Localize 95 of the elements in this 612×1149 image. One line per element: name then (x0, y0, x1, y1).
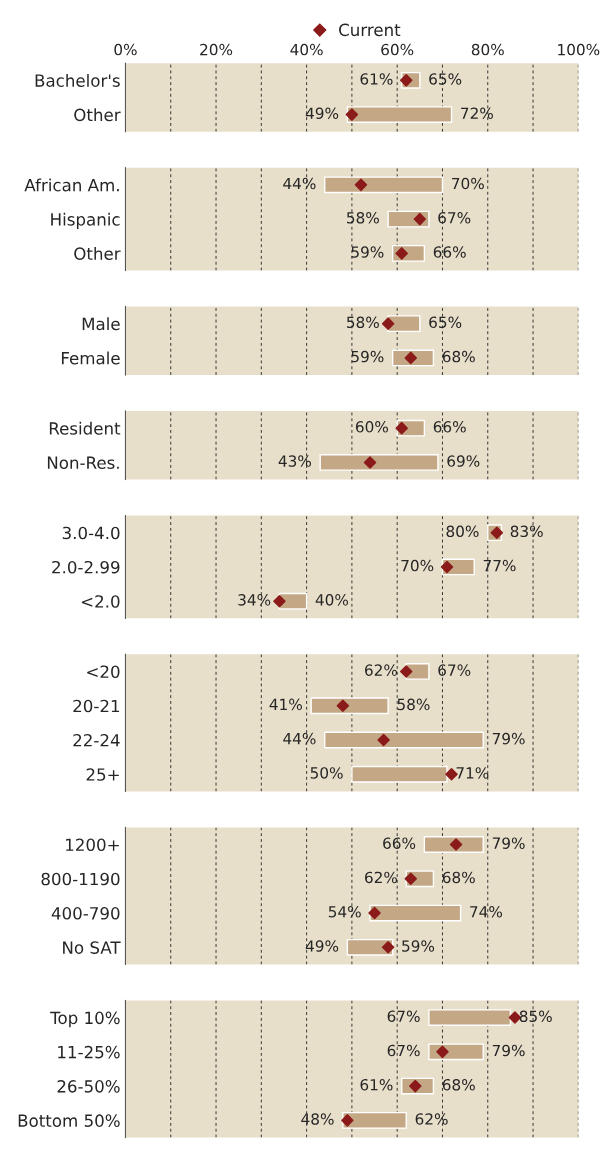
annotation: 68% (442, 350, 475, 363)
annotation: 71% (456, 767, 489, 779)
y-tick-label: Male (82, 317, 120, 331)
y-tick-label: Female (61, 351, 120, 365)
y-tick-label: African Am. (24, 178, 119, 192)
annotation: 54% (328, 905, 361, 918)
annotation: 66% (383, 837, 416, 849)
bar (351, 765, 448, 783)
annotation: 67% (387, 1010, 420, 1022)
y-tick-label: Non-Res. (47, 456, 119, 469)
annotation: 62% (365, 871, 398, 884)
annotation: 79% (492, 837, 525, 849)
y-tick-label: <20 (87, 665, 120, 679)
x-tick-label: 100% (558, 43, 600, 56)
y-tick-label: 400-790 (51, 907, 120, 920)
annotation: 40% (315, 594, 349, 606)
x-tick-label: 20% (200, 43, 233, 56)
annotation: 48% (301, 1113, 334, 1125)
annotation: 66% (433, 421, 466, 433)
annotation: 85% (519, 1010, 552, 1022)
point (341, 1114, 354, 1127)
annotation: 68% (442, 871, 475, 884)
annotation: 79% (492, 732, 525, 745)
y-tick-label: 22-24 (73, 733, 120, 747)
bar (342, 1111, 407, 1129)
annotation: 58% (397, 698, 430, 711)
y-tick-label: Other (74, 247, 121, 260)
annotation: 41% (269, 698, 302, 711)
point (336, 699, 350, 712)
point (404, 872, 418, 886)
annotation: 67% (438, 211, 471, 224)
point (399, 665, 413, 678)
y-tick-label: 25+ (86, 768, 119, 781)
annotation: 80% (446, 525, 479, 538)
bar (324, 731, 484, 749)
y-tick-label: Bottom 50% (18, 1114, 120, 1127)
annotation: 61% (360, 1078, 393, 1091)
x-tick-label: 0% (114, 43, 137, 56)
annotation: 59% (351, 350, 384, 363)
y-tick-label: 11-25% (58, 1045, 120, 1059)
y-tick-label: 3.0-4.0 (62, 526, 120, 540)
annotation: 49% (305, 107, 339, 120)
annotation: 67% (438, 664, 471, 676)
annotation: 77% (483, 559, 516, 572)
y-tick-label: 20-21 (73, 699, 120, 713)
annotation: 65% (429, 316, 462, 329)
x-tick-label: 80% (471, 43, 504, 56)
annotation: 74% (470, 905, 503, 918)
annotation: 67% (387, 1044, 420, 1057)
point (368, 906, 381, 920)
annotation: 43% (278, 455, 312, 467)
y-tick-label: <2.0 (81, 595, 120, 608)
annotation: 70% (452, 177, 484, 190)
y-tick-label: Bachelor's (35, 74, 120, 87)
y-tick-label: Hispanic (51, 212, 120, 229)
bar (428, 1009, 512, 1026)
y-tick-label: 800-1190 (41, 872, 120, 886)
legend-label: Current (339, 23, 401, 37)
annotation: 58% (347, 316, 379, 329)
point (436, 1045, 449, 1059)
annotation: 79% (492, 1044, 525, 1057)
y-tick-label: 26-50% (57, 1080, 120, 1093)
x-tick-label: 60% (381, 43, 414, 56)
annotation: 65% (429, 73, 462, 85)
annotation: 44% (283, 732, 316, 745)
annotation: 68% (442, 1078, 475, 1091)
y-tick-label: Other (74, 108, 121, 122)
bar (369, 904, 462, 922)
annotation: 72% (461, 107, 493, 120)
annotation: 59% (351, 246, 384, 258)
annotation: 61% (360, 73, 393, 85)
point (377, 733, 390, 747)
annotation: 66% (433, 246, 466, 258)
point (449, 838, 463, 851)
annotation: 58% (347, 211, 379, 224)
y-tick-label: 2.0-2.99 (52, 560, 120, 574)
x-tick-label: 40% (290, 43, 323, 56)
y-tick-label: Resident (49, 421, 121, 435)
annotation: 83% (510, 525, 543, 538)
point (381, 941, 395, 954)
annotation: 62% (415, 1113, 448, 1125)
annotation: 50% (310, 767, 343, 779)
annotation: 59% (402, 940, 435, 952)
annotation: 62% (365, 664, 398, 676)
annotation: 60% (355, 421, 389, 433)
annotation: 70% (401, 559, 434, 572)
y-tick-label: No SAT (63, 941, 121, 954)
y-tick-label: Top 10% (50, 1011, 120, 1028)
bar (310, 697, 389, 715)
y-tick-label: 1200+ (66, 838, 119, 852)
annotation: 44% (283, 177, 316, 190)
annotation: 34% (238, 594, 271, 606)
annotation: 49% (305, 940, 339, 952)
annotation: 69% (447, 455, 480, 467)
bar (428, 1043, 484, 1061)
